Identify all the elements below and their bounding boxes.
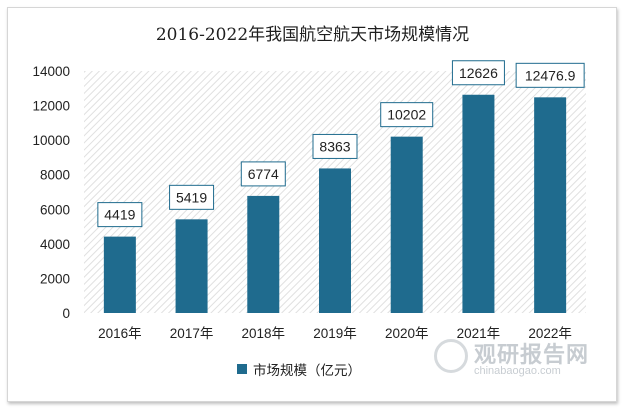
y-axis: 0 2000 4000 6000 8000 10000 12000 14000	[32, 64, 70, 321]
data-label-box	[97, 202, 143, 228]
y-tick-label: 4000	[40, 237, 70, 252]
y-tick-label: 12000	[32, 99, 70, 114]
data-label: 4419	[104, 207, 135, 223]
watermark-brand: 观研报告网	[474, 343, 590, 368]
data-label: 5419	[176, 189, 207, 205]
x-tick-label: 2016年	[98, 326, 142, 341]
watermark: 观研报告网 chinabaogao.com	[432, 337, 612, 397]
x-axis: 2016年 2017年 2018年 2019年 2020年 2021年 2022年	[98, 326, 572, 341]
watermark-url: chinabaogao.com	[474, 365, 561, 377]
legend: 市场规模（亿元）	[237, 359, 361, 379]
x-tick-label: 2018年	[242, 326, 286, 341]
bar	[534, 97, 567, 313]
data-label-box	[312, 133, 358, 159]
legend-swatch	[237, 364, 247, 374]
data-label-box	[169, 184, 215, 210]
bar	[103, 236, 136, 313]
x-tick-label: 2019年	[313, 326, 357, 341]
y-tick-label: 14000	[32, 64, 70, 79]
y-tick-label: 6000	[40, 202, 70, 217]
data-label: 6774	[248, 166, 279, 182]
bar	[390, 136, 423, 313]
x-tick-label: 2020年	[385, 326, 429, 341]
bar	[175, 219, 208, 313]
data-label-box	[380, 102, 434, 128]
data-label: 12476.9	[525, 67, 576, 83]
x-tick-label: 2017年	[170, 326, 214, 341]
chart-title: 2016-2022年我国航空航天市场规模情况	[155, 25, 470, 45]
data-label: 8363	[319, 138, 350, 154]
bar-series: 4419 5419 6774 8363 10202 12626 12476.9	[97, 60, 585, 313]
data-label: 10202	[387, 107, 426, 123]
legend-label: 市场规模（亿元）	[253, 363, 361, 379]
x-tick-label: 2021年	[457, 326, 501, 341]
y-tick-label: 10000	[32, 133, 70, 148]
watermark-logo-icon	[434, 339, 468, 373]
y-tick-label: 8000	[40, 168, 70, 183]
bar	[247, 195, 280, 313]
data-label: 12626	[459, 65, 498, 81]
data-label-box	[515, 62, 585, 88]
y-tick-label: 2000	[40, 271, 70, 286]
bar	[319, 168, 351, 313]
bar	[462, 94, 495, 313]
data-label-box	[451, 60, 505, 86]
x-tick-label: 2022年	[528, 326, 572, 341]
y-tick-label: 0	[62, 306, 70, 321]
data-label-box	[240, 161, 286, 187]
